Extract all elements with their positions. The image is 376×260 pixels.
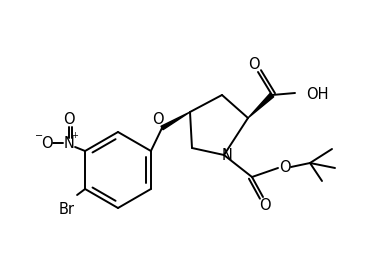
Text: Br: Br — [59, 202, 75, 217]
Text: N: N — [221, 148, 232, 164]
Text: N: N — [64, 135, 74, 151]
Text: OH: OH — [306, 87, 329, 101]
Text: +: + — [72, 132, 79, 140]
Text: O: O — [279, 159, 291, 174]
Text: −: − — [35, 131, 43, 141]
Text: O: O — [259, 198, 271, 213]
Polygon shape — [161, 112, 190, 130]
Text: O: O — [152, 112, 164, 127]
Text: O: O — [248, 56, 260, 72]
Text: O: O — [63, 112, 75, 127]
Text: O: O — [41, 135, 53, 151]
Polygon shape — [248, 93, 274, 118]
